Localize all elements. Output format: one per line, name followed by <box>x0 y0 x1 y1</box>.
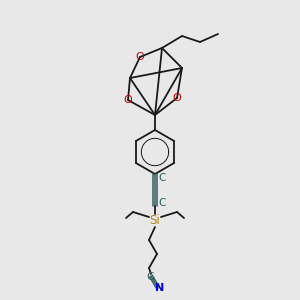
Text: C: C <box>146 272 154 282</box>
Text: C: C <box>158 173 166 183</box>
Text: O: O <box>136 52 144 62</box>
Text: Si: Si <box>150 214 160 226</box>
Text: O: O <box>172 93 182 103</box>
Text: C: C <box>158 198 166 208</box>
Text: O: O <box>124 95 132 105</box>
Text: N: N <box>155 283 165 293</box>
